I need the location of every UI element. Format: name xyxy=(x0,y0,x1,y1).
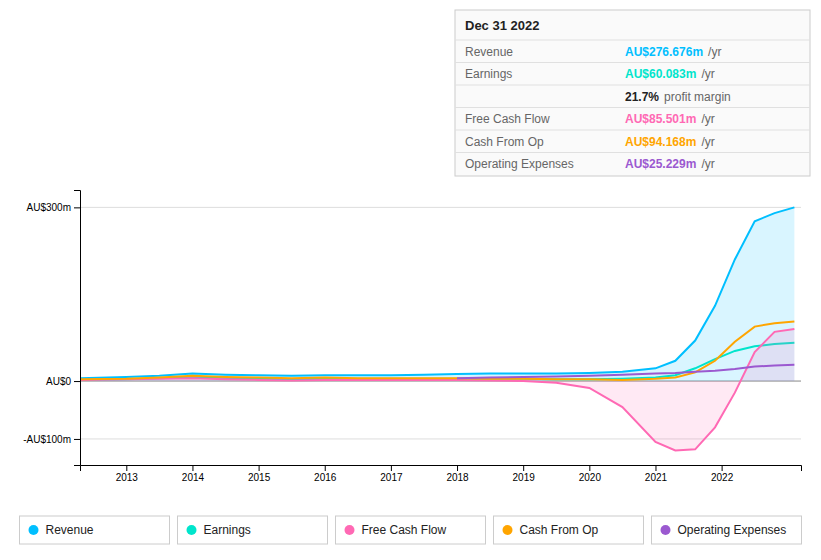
axis-line xyxy=(74,191,81,466)
tick-mark xyxy=(589,465,590,471)
tick: AU$300m xyxy=(27,202,80,213)
tick: 2014 xyxy=(182,465,205,483)
tick-mark xyxy=(74,439,80,440)
info-label: Earnings xyxy=(465,67,512,81)
line xyxy=(80,207,794,378)
tick-label: 2013 xyxy=(116,472,139,483)
grid-line xyxy=(80,207,801,208)
tick-mark xyxy=(457,465,458,471)
legend-label: Operating Expenses xyxy=(678,523,787,537)
legend-label: Free Cash Flow xyxy=(362,523,447,537)
legend-label: Revenue xyxy=(46,523,94,537)
tick-mark xyxy=(325,465,326,471)
separator xyxy=(455,152,810,153)
tick-mark xyxy=(523,465,524,471)
legend-swatch xyxy=(661,525,671,535)
tick-label: 2018 xyxy=(446,472,469,483)
tick-label: AU$0 xyxy=(46,376,71,387)
info-value: 21.7% xyxy=(625,90,659,104)
tick-mark xyxy=(655,465,656,471)
info-label: Cash From Op xyxy=(465,135,544,149)
separator xyxy=(455,107,810,108)
info-box: Dec 31 2022 Revenue AU$276.676m/yr Earnings… xyxy=(455,10,810,176)
tick: -AU$100m xyxy=(23,434,80,445)
tick: 2016 xyxy=(314,465,337,483)
tick: 2021 xyxy=(645,465,668,483)
tick-mark xyxy=(722,465,723,471)
tick: 2017 xyxy=(380,465,403,483)
separator xyxy=(455,85,810,86)
legend-box xyxy=(178,516,328,544)
tick-label: -AU$100m xyxy=(23,434,71,445)
legend-item: Revenue xyxy=(20,516,170,544)
legend-swatch xyxy=(187,525,197,535)
legend-item: Cash From Op xyxy=(494,516,644,544)
tick-label: 2014 xyxy=(182,472,205,483)
separator xyxy=(455,130,810,131)
tick-mark xyxy=(192,465,193,471)
legend-label: Earnings xyxy=(204,523,251,537)
legend: Revenue Earnings Free Cash Flow Cash From O… xyxy=(20,516,802,544)
info-value: AU$85.501m xyxy=(625,112,696,126)
separator xyxy=(455,40,810,41)
legend-box xyxy=(20,516,170,544)
tick-label: 2021 xyxy=(645,472,668,483)
tick-mark xyxy=(259,465,260,471)
info-label: Operating Expenses xyxy=(465,157,574,171)
tick: 2018 xyxy=(446,465,469,483)
tick-label: 2017 xyxy=(380,472,403,483)
area xyxy=(80,207,794,381)
plot-area xyxy=(80,207,794,450)
info-suffix: /yr xyxy=(701,157,714,171)
area xyxy=(80,329,794,451)
info-suffix: /yr xyxy=(701,112,714,126)
info-value: AU$94.168m xyxy=(625,135,696,149)
info-value: AU$60.083m xyxy=(625,67,696,81)
tick-mark xyxy=(391,465,392,471)
legend-item: Free Cash Flow xyxy=(336,516,486,544)
tick: 2015 xyxy=(248,465,271,483)
line xyxy=(80,329,794,451)
info-value: AU$25.229m xyxy=(625,157,696,171)
legend-item: Operating Expenses xyxy=(652,516,802,544)
tick: 2019 xyxy=(513,465,536,483)
info-box-frame xyxy=(455,10,810,176)
legend-label: Cash From Op xyxy=(520,523,599,537)
tick: 2022 xyxy=(711,465,734,483)
legend-box xyxy=(336,516,486,544)
axis-line xyxy=(81,466,802,472)
tick-label: 2015 xyxy=(248,472,271,483)
line xyxy=(457,365,794,378)
info-value: AU$276.676m xyxy=(625,45,703,59)
info-suffix: /yr xyxy=(701,135,714,149)
legend-swatch xyxy=(29,525,39,535)
tick: 2020 xyxy=(579,465,602,483)
info-suffix: /yr xyxy=(701,67,714,81)
legend-item: Earnings xyxy=(178,516,328,544)
info-label: Free Cash Flow xyxy=(465,112,550,126)
legend-swatch xyxy=(503,525,513,535)
y-axis: -AU$100m AU$0 AU$300m xyxy=(23,191,80,466)
tick-label: 2022 xyxy=(711,472,734,483)
tick: AU$0 xyxy=(46,376,80,387)
info-suffix: /yr xyxy=(708,45,721,59)
tick-label: 2016 xyxy=(314,472,337,483)
chart: 2013 2014 2015 2016 2017 2018 2019 2020 2021 2022… xyxy=(0,0,821,560)
tick-label: 2019 xyxy=(513,472,536,483)
tick: 2013 xyxy=(116,465,139,483)
separator xyxy=(455,62,810,63)
line xyxy=(80,321,794,379)
tick-mark xyxy=(74,381,80,382)
info-suffix: profit margin xyxy=(664,90,731,104)
x-axis: 2013 2014 2015 2016 2017 2018 2019 2020 2021 2022 xyxy=(81,465,802,483)
legend-box xyxy=(494,516,644,544)
tick-label: 2020 xyxy=(579,472,602,483)
title: Dec 31 2022 xyxy=(465,18,539,33)
tick-mark xyxy=(126,465,127,471)
tick-label: AU$300m xyxy=(27,202,71,213)
info-label: Revenue xyxy=(465,45,513,59)
legend-box xyxy=(652,516,802,544)
tick-mark xyxy=(74,207,80,208)
legend-swatch xyxy=(345,525,355,535)
